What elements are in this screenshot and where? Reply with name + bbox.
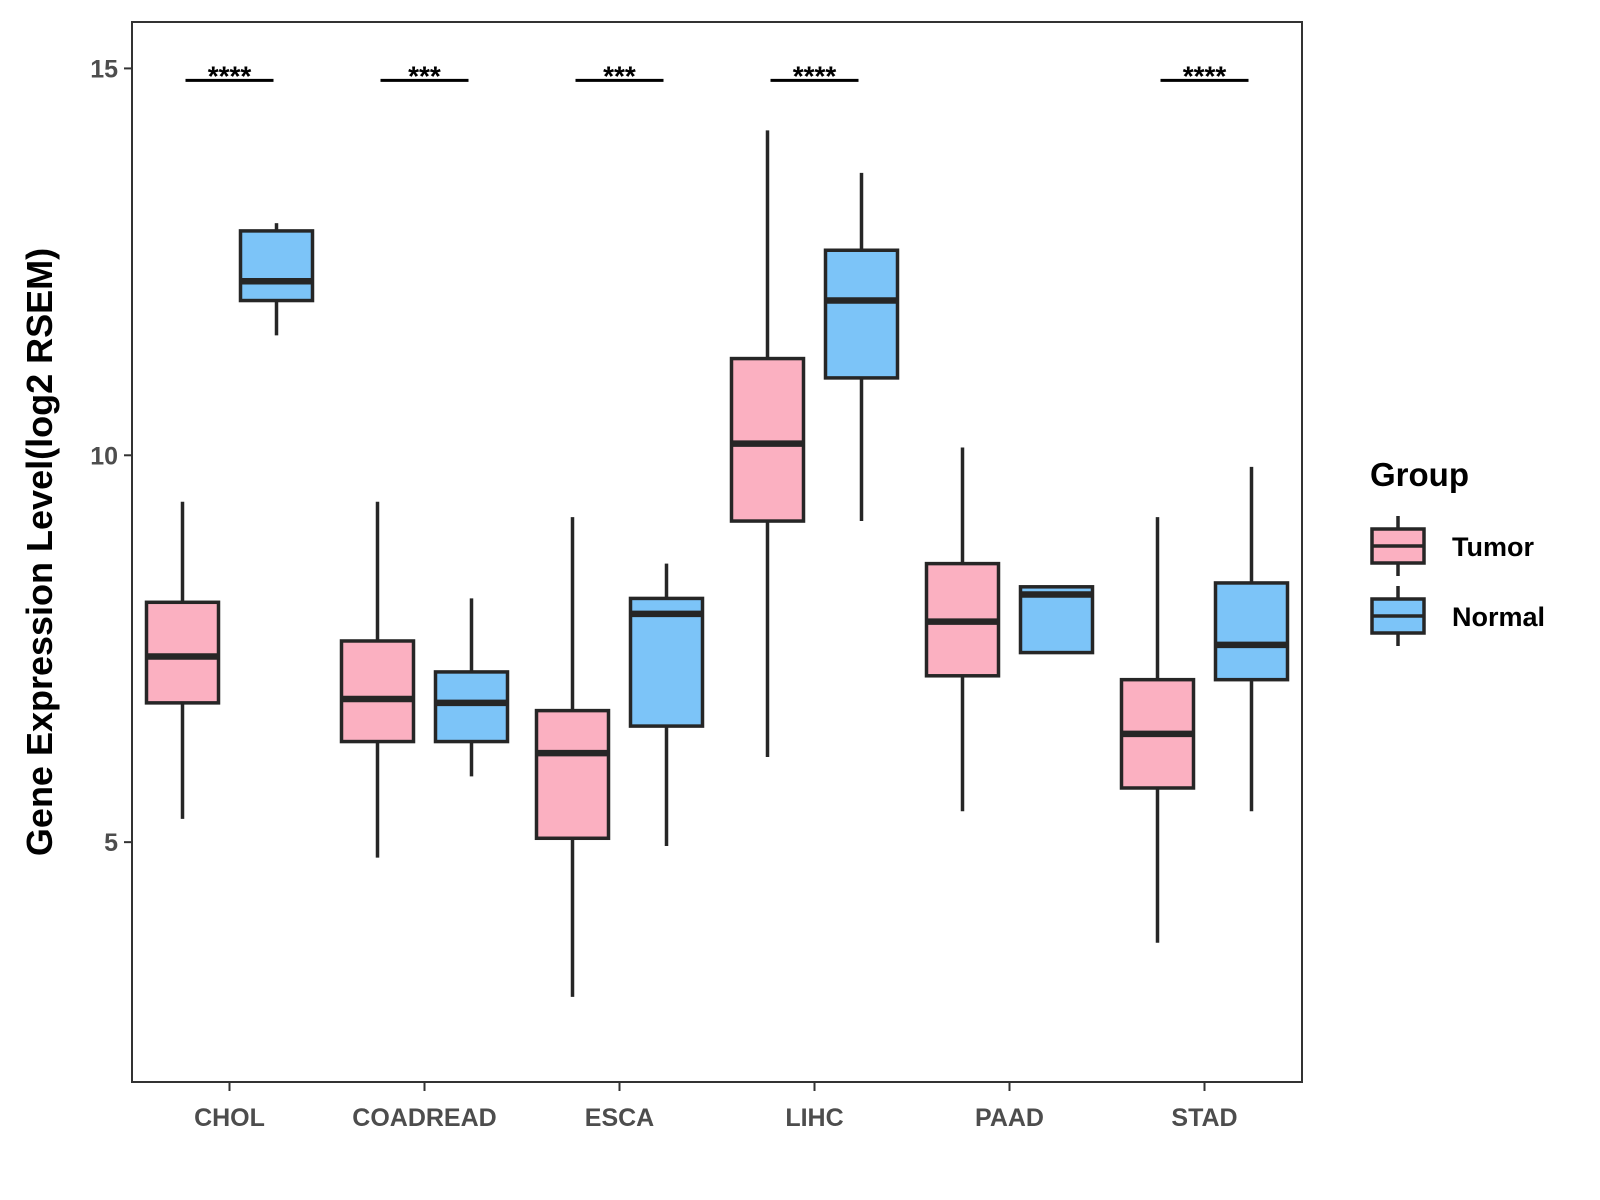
significance-label: *** (603, 60, 636, 91)
significance-layer: **** *** *** **** **** (185, 60, 1249, 91)
box-iqr (628, 596, 705, 728)
legend-key-normal (1370, 586, 1426, 646)
box-normal-lihc (823, 172, 900, 522)
box-normal-stad (1213, 466, 1290, 812)
y-tick-label: 10 (90, 442, 118, 470)
box-iqr (1213, 581, 1290, 682)
box-iqr (238, 229, 315, 303)
legend-label-tumor: Tumor (1452, 532, 1534, 562)
box-iqr (433, 670, 510, 744)
box-tumor-chol (144, 501, 221, 819)
significance-label: *** (408, 60, 441, 91)
significance-label: **** (208, 60, 252, 91)
legend-label-normal: Normal (1452, 602, 1545, 632)
significance-label: **** (1183, 60, 1227, 91)
box-iqr (339, 639, 416, 744)
x-tick-label: COADREAD (352, 1104, 496, 1132)
legend-key-tumor (1370, 516, 1426, 576)
x-tick-label: LIHC (785, 1104, 843, 1132)
y-axis-title: Gene Expression Level(log2 RSEM) (19, 248, 60, 856)
box-tumor-stad (1119, 517, 1196, 943)
y-axis: 5 10 15 (90, 55, 132, 857)
box-tumor-lihc (729, 130, 806, 758)
box-normal-chol (238, 223, 315, 336)
y-tick-label: 5 (104, 829, 118, 857)
boxes-layer (144, 130, 1290, 997)
plot-panel (131, 21, 1303, 1083)
x-tick-label: CHOL (194, 1104, 265, 1132)
y-tick-label: 15 (90, 55, 118, 83)
x-tick-label: ESCA (585, 1104, 654, 1132)
box-iqr (534, 708, 611, 841)
box-iqr (144, 600, 221, 705)
box-normal-paad (1018, 585, 1095, 655)
x-tick-label: STAD (1171, 1104, 1237, 1132)
box-tumor-esca (534, 517, 611, 997)
x-tick-label: PAAD (975, 1104, 1044, 1132)
box-tumor-coadread (339, 501, 416, 858)
legend-title: Group (1370, 456, 1469, 493)
box-tumor-paad (924, 447, 1001, 812)
box-normal-coadread (433, 598, 510, 777)
box-iqr (823, 248, 900, 380)
significance-label: **** (793, 60, 837, 91)
box-iqr (729, 356, 806, 523)
legend: Group Tumor Normal (1370, 456, 1545, 646)
x-axis: CHOL COADREAD ESCA LIHC PAAD STAD (194, 1082, 1238, 1132)
box-normal-esca (628, 563, 705, 847)
